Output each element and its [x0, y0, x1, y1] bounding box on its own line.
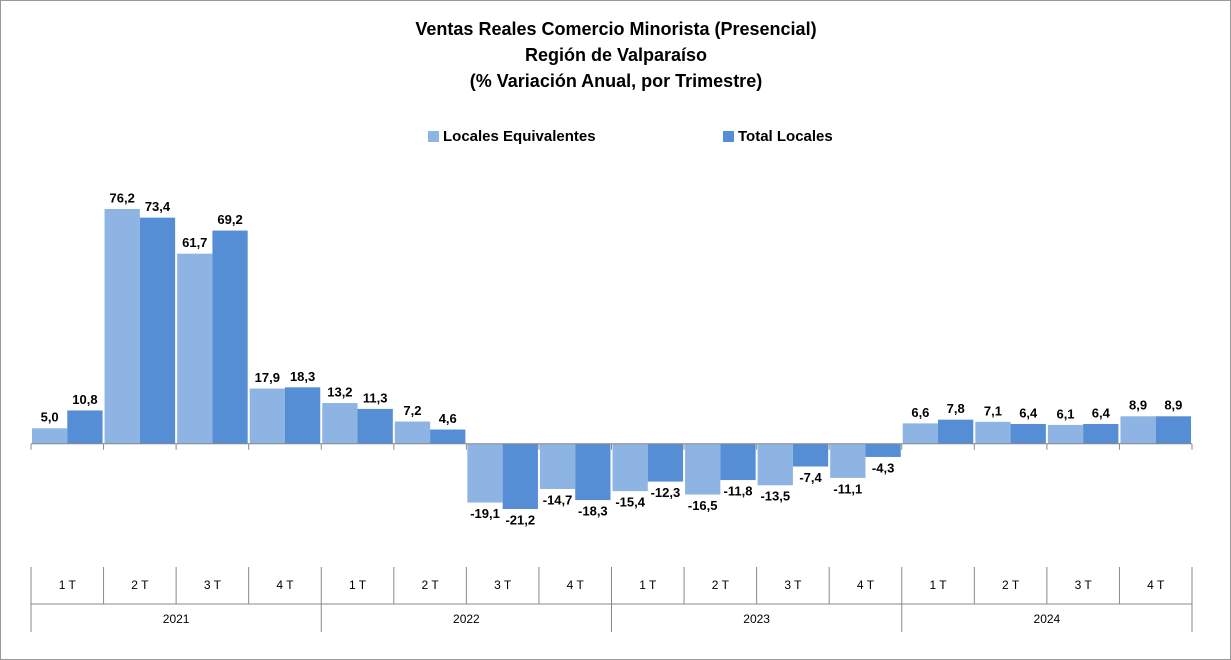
data-label: 7,2 — [403, 403, 421, 418]
x-group-label: 2022 — [453, 612, 480, 626]
bar — [1047, 424, 1084, 444]
x-tick-label: 1 T — [349, 578, 367, 592]
data-label: 4,6 — [439, 411, 457, 426]
bar — [139, 217, 176, 444]
data-label: 6,1 — [1056, 406, 1074, 421]
data-label: 5,0 — [41, 410, 59, 425]
data-label: 69,2 — [217, 212, 242, 227]
data-label: 8,9 — [1164, 398, 1182, 413]
bar — [284, 387, 321, 444]
data-label: -13,5 — [760, 489, 790, 504]
data-label: -15,4 — [615, 495, 645, 510]
bar — [249, 388, 285, 444]
data-label: 61,7 — [182, 235, 207, 250]
bar — [539, 443, 576, 489]
legend-label: Locales Equivalentes — [443, 128, 596, 145]
bar — [647, 443, 684, 482]
x-group-label: 2023 — [743, 612, 770, 626]
bar — [1010, 423, 1046, 444]
x-tick-label: 3 T — [494, 578, 512, 592]
bar — [685, 443, 721, 495]
data-label: -19,1 — [470, 506, 500, 521]
bar — [502, 443, 538, 509]
bar — [865, 443, 901, 457]
data-label: 8,9 — [1129, 398, 1147, 413]
bar — [575, 443, 611, 501]
bar — [177, 253, 213, 444]
data-label: -12,3 — [651, 485, 681, 500]
x-tick-label: 1 T — [639, 578, 657, 592]
x-tick-label: 2 T — [712, 578, 730, 592]
data-label: 7,1 — [984, 403, 1002, 418]
bar — [1155, 416, 1191, 444]
data-label: 10,8 — [72, 392, 97, 407]
bar — [757, 443, 793, 486]
bar — [612, 443, 648, 492]
data-label: 17,9 — [255, 370, 280, 385]
bar — [357, 408, 393, 444]
bar — [1120, 416, 1156, 444]
data-label: 76,2 — [110, 190, 135, 205]
data-label: 18,3 — [290, 369, 315, 384]
data-label: 73,4 — [145, 199, 171, 214]
bar — [720, 443, 756, 481]
x-tick-label: 2 T — [131, 578, 149, 592]
data-label: -11,1 — [833, 481, 862, 496]
bar — [104, 209, 140, 444]
data-label: -7,4 — [799, 470, 822, 485]
bar — [975, 421, 1011, 444]
x-tick-label: 1 T — [929, 578, 947, 592]
legend-swatch — [723, 131, 734, 142]
data-label: -16,5 — [688, 498, 718, 513]
data-label: 6,4 — [1019, 405, 1038, 420]
data-label: 6,6 — [911, 405, 929, 420]
x-tick-label: 2 T — [1002, 578, 1020, 592]
x-tick-label: 4 T — [1147, 578, 1165, 592]
bar — [212, 230, 248, 444]
bar — [830, 443, 866, 478]
data-label: -14,7 — [543, 492, 573, 507]
x-tick-label: 2 T — [422, 578, 440, 592]
data-label: 11,3 — [363, 390, 388, 405]
chart-subtitle: Región de Valparaíso — [525, 45, 707, 65]
data-label: -11,8 — [724, 483, 753, 498]
data-label: 13,2 — [327, 384, 352, 399]
data-label: -18,3 — [578, 504, 608, 519]
x-tick-label: 1 T — [59, 578, 77, 592]
x-group-label: 2021 — [163, 612, 190, 626]
x-tick-label: 4 T — [276, 578, 294, 592]
data-label: -4,3 — [872, 460, 894, 475]
bar — [792, 443, 829, 467]
legend-label: Total Locales — [738, 128, 833, 145]
bar — [467, 443, 503, 503]
bar — [1083, 423, 1119, 444]
data-label: -21,2 — [505, 512, 535, 527]
bar — [32, 428, 68, 444]
legend-swatch — [428, 131, 439, 142]
x-tick-label: 3 T — [204, 578, 222, 592]
x-tick-label: 3 T — [784, 578, 802, 592]
x-tick-label: 4 T — [857, 578, 875, 592]
bar — [430, 429, 466, 444]
bar — [67, 410, 103, 444]
chart-title: Ventas Reales Comercio Minorista (Presen… — [415, 19, 816, 39]
x-tick-label: 3 T — [1075, 578, 1093, 592]
chart-subtitle: (% Variación Anual, por Trimestre) — [470, 71, 762, 91]
bar — [938, 419, 974, 444]
x-tick-label: 4 T — [567, 578, 585, 592]
bar — [902, 423, 939, 444]
x-group-label: 2024 — [1034, 612, 1061, 626]
data-label: 7,8 — [947, 401, 965, 416]
bar — [322, 403, 358, 444]
bar — [394, 421, 431, 444]
data-label: 6,4 — [1092, 405, 1111, 420]
